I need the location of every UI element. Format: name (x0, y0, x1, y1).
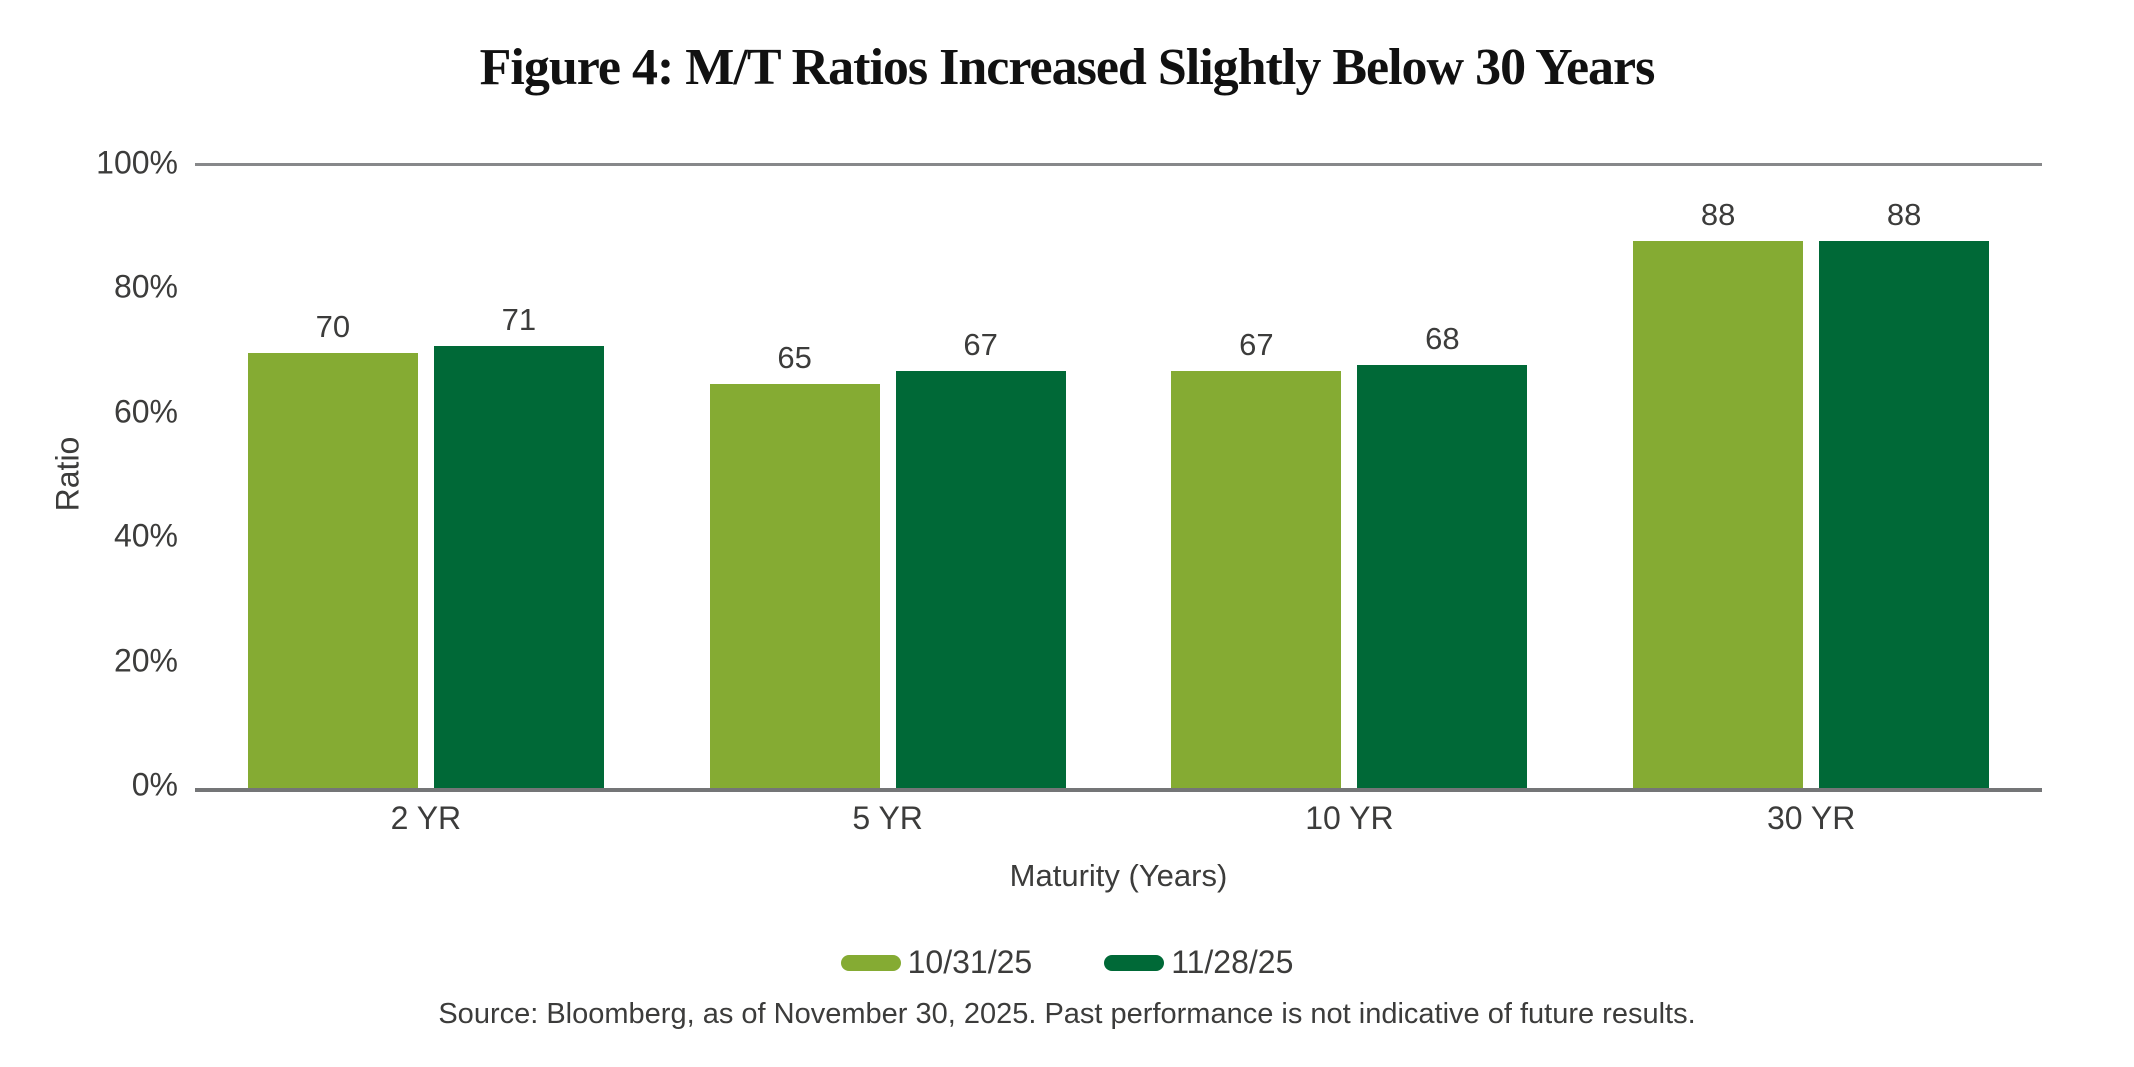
bar-11-28-25: 68 (1357, 321, 1528, 788)
bar-value-label: 71 (501, 302, 537, 338)
bar-11-28-25: 88 (1819, 197, 1990, 788)
y-tick-label: 60% (113, 393, 178, 430)
x-tick-label: 10 YR (1305, 800, 1394, 836)
bar-groups: 70 71 65 67 67 68 88 88 (195, 166, 2042, 788)
bar-value-label: 68 (1425, 321, 1460, 357)
y-axis-tick-labels: 0% 20% 40% 60% 80% 100% (0, 145, 178, 803)
bar-10-31-25: 88 (1633, 197, 1804, 788)
bar-group-30-yr: 88 88 (1580, 166, 2042, 788)
chart-title: Figure 4: M/T Ratios Increased Slightly … (479, 39, 1656, 96)
legend-label-series-2: 11/28/25 (1171, 944, 1294, 980)
bar-value-label: 88 (1886, 196, 1922, 232)
y-tick-label: 0% (131, 766, 178, 803)
bar-10-31-25: 67 (1171, 327, 1342, 788)
y-tick-label: 20% (113, 642, 178, 679)
y-tick-label: 80% (113, 268, 178, 305)
x-tick-label: 5 YR (852, 800, 923, 836)
x-axis-title: Maturity (Years) (1009, 858, 1228, 893)
legend-item: 10/31/25 (840, 944, 1033, 981)
legend-label-series-1: 10/31/25 (907, 944, 1033, 980)
plot-area: 70 71 65 67 67 68 88 88 (195, 163, 2042, 792)
y-tick-label: 40% (113, 517, 178, 554)
bar-11-28-25: 71 (433, 302, 604, 788)
chart-legend: 10/31/25 11/28/25 (0, 944, 2134, 981)
bar-value-label: 70 (315, 308, 351, 344)
bar-group-5-yr: 65 67 (657, 166, 1119, 788)
legend-swatch-series-1 (840, 954, 901, 971)
bar-value-label: 67 (963, 327, 998, 363)
bar-value-label: 67 (1239, 327, 1274, 363)
x-axis-tick-labels: 2 YR 5 YR 10 YR 30 YR (195, 800, 2042, 837)
bar-11-28-25: 67 (895, 327, 1066, 788)
bar-10-31-25: 65 (709, 340, 880, 788)
legend-swatch-series-2 (1104, 954, 1165, 971)
source-footnote: Source: Bloomberg, as of November 30, 20… (438, 998, 1696, 1030)
legend-item: 11/28/25 (1104, 944, 1293, 981)
bar-10-31-25: 70 (247, 309, 418, 788)
x-tick-label: 30 YR (1766, 800, 1856, 836)
x-tick-label: 2 YR (390, 800, 462, 836)
bar-value-label: 65 (777, 339, 812, 375)
bar-group-2-yr: 70 71 (195, 166, 657, 788)
bar-group-10-yr: 67 68 (1119, 166, 1581, 788)
y-tick-label: 100% (96, 144, 178, 181)
bar-value-label: 88 (1700, 196, 1736, 232)
